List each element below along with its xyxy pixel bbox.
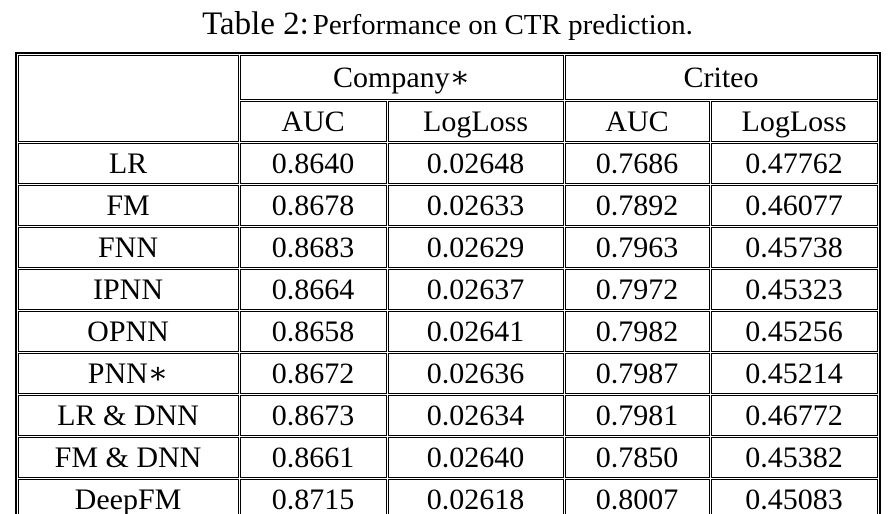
metric-value-cell: 0.7982 [564, 311, 710, 352]
metric-value-cell: 0.45738 [710, 227, 878, 268]
model-name-cell: DeepFM [17, 479, 239, 514]
subheader-auc-company: AUC [239, 101, 387, 142]
model-name-cell: PNN∗ [17, 353, 239, 394]
table-caption-number: Table 2: [202, 6, 309, 42]
table-row: FM & DNN 0.8661 0.02640 0.7850 0.45382 [17, 437, 878, 478]
header-group-row: Company∗ Criteo [17, 55, 878, 142]
subheader-logloss-company: LogLoss [387, 101, 564, 142]
metric-value-cell: 0.02618 [387, 479, 564, 514]
metric-value-cell: 0.45382 [710, 437, 878, 478]
metric-value-cell: 0.8672 [239, 353, 387, 394]
subheader-logloss-criteo: LogLoss [710, 101, 878, 142]
table-row: DeepFM 0.8715 0.02618 0.8007 0.45083 [17, 479, 878, 514]
page: Table 2: Performance on CTR prediction. … [0, 5, 895, 514]
model-name-cell: OPNN [17, 311, 239, 352]
column-group-criteo: Criteo [564, 55, 878, 100]
metric-value-cell: 0.7850 [564, 437, 710, 478]
model-name-cell: LR & DNN [17, 395, 239, 436]
column-group-company: Company∗ [239, 55, 564, 100]
metric-value-cell: 0.7987 [564, 353, 710, 394]
model-name-cell: FM [17, 185, 239, 226]
metric-value-cell: 0.02636 [387, 353, 564, 394]
header-sub-row: AUC LogLoss AUC LogLoss [18, 101, 878, 142]
metric-value-cell: 0.45323 [710, 269, 878, 310]
table-row: LR 0.8640 0.02648 0.7686 0.47762 [17, 143, 878, 184]
table-caption-text: Performance on CTR prediction. [312, 9, 693, 41]
model-name-cell: FNN [17, 227, 239, 268]
table-row: IPNN 0.8664 0.02637 0.7972 0.45323 [17, 269, 878, 310]
metric-value-cell: 0.8007 [564, 479, 710, 514]
metric-value-cell: 0.7892 [564, 185, 710, 226]
metric-value-cell: 0.02648 [387, 143, 564, 184]
model-name-cell: FM & DNN [17, 437, 239, 478]
table-row: LR & DNN 0.8673 0.02634 0.7981 0.46772 [17, 395, 878, 436]
metric-value-cell: 0.02634 [387, 395, 564, 436]
metric-value-cell: 0.02641 [387, 311, 564, 352]
metric-value-cell: 0.45214 [710, 353, 878, 394]
table-row: FM 0.8678 0.02633 0.7892 0.46077 [17, 185, 878, 226]
metric-value-cell: 0.8673 [239, 395, 387, 436]
subheader-auc-criteo: AUC [564, 101, 710, 142]
metric-value-cell: 0.02637 [387, 269, 564, 310]
table-caption: Table 2: Performance on CTR prediction. [0, 5, 895, 49]
corner-cell [17, 55, 239, 142]
metric-value-cell: 0.02640 [387, 437, 564, 478]
metric-value-cell: 0.8678 [239, 185, 387, 226]
model-name-cell: IPNN [17, 269, 239, 310]
metric-value-cell: 0.02633 [387, 185, 564, 226]
metric-value-cell: 0.8683 [239, 227, 387, 268]
metric-value-cell: 0.02629 [387, 227, 564, 268]
metric-value-cell: 0.7981 [564, 395, 710, 436]
metric-value-cell: 0.8715 [239, 479, 387, 514]
model-name-cell: LR [17, 143, 239, 184]
metric-value-cell: 0.46772 [710, 395, 878, 436]
metric-value-cell: 0.45256 [710, 311, 878, 352]
metric-value-cell: 0.8664 [239, 269, 387, 310]
metric-value-cell: 0.7963 [564, 227, 710, 268]
metric-value-cell: 0.45083 [710, 479, 878, 514]
metric-value-cell: 0.8661 [239, 437, 387, 478]
metric-value-cell: 0.7686 [564, 143, 710, 184]
performance-table: Company∗ Criteo AUC LogLoss AUC LogLoss … [14, 52, 881, 514]
table-row: FNN 0.8683 0.02629 0.7963 0.45738 [17, 227, 878, 268]
table-row: OPNN 0.8658 0.02641 0.7982 0.45256 [17, 311, 878, 352]
table-body: LR 0.8640 0.02648 0.7686 0.47762 FM 0.8678 0.02… [17, 143, 878, 514]
metric-value-cell: 0.8658 [239, 311, 387, 352]
metric-value-cell: 0.47762 [710, 143, 878, 184]
metric-value-cell: 0.46077 [710, 185, 878, 226]
metric-value-cell: 0.7972 [564, 269, 710, 310]
table-row: PNN∗ 0.8672 0.02636 0.7987 0.45214 [17, 353, 878, 394]
metric-value-cell: 0.8640 [239, 143, 387, 184]
